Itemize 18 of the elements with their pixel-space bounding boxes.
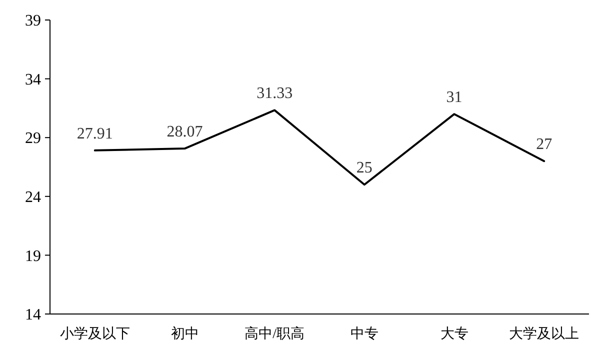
data-label: 25 [356,160,372,177]
y-tick-label: 24 [25,189,41,206]
y-tick-label: 14 [25,306,41,324]
x-tick-label: 小学及以下 [60,326,130,342]
x-tick-label: 中专 [350,326,378,342]
data-label: 28.07 [166,124,203,141]
y-tick-label: 39 [25,12,41,30]
y-tick-label: 34 [25,71,41,88]
data-label: 27 [536,136,552,154]
x-tick-label: 大学及以上 [509,326,580,342]
x-tick-label: 初中 [170,326,199,342]
y-tick-label: 29 [25,130,41,148]
y-tick-label: 19 [25,248,41,265]
x-tick-label: 高中/职高 [244,326,305,342]
data-label: 31 [446,89,462,106]
data-label: 27.91 [76,125,113,142]
x-tick-label: 大专 [440,326,468,342]
data-label: 31.33 [256,85,293,102]
